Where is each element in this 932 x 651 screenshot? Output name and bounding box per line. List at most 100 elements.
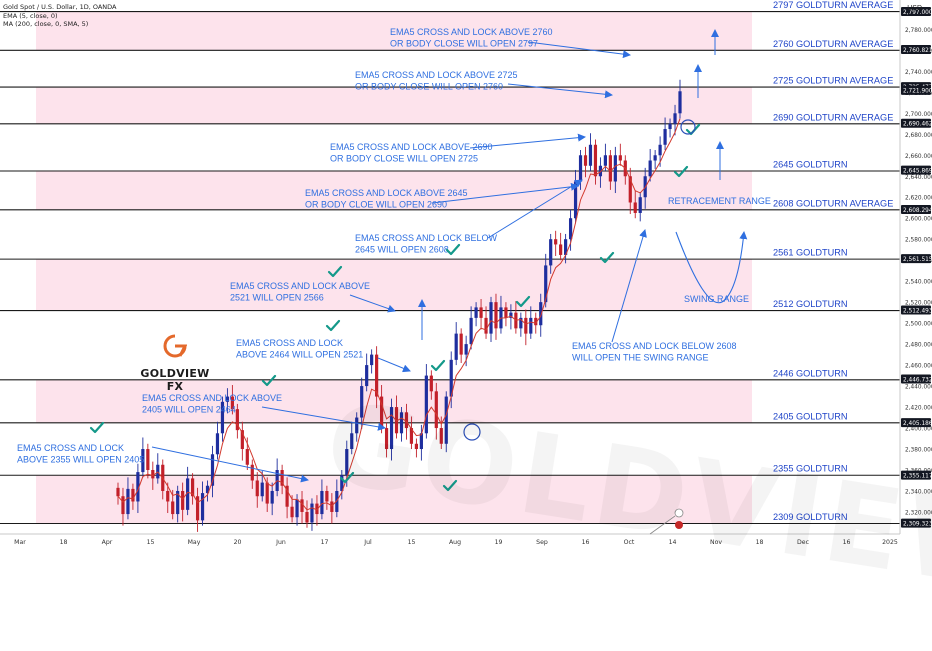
- candle-body: [439, 428, 443, 444]
- goldview-logo: GOLDVIEW FX: [140, 334, 210, 393]
- candle-body: [205, 485, 210, 494]
- candle-body: [509, 312, 513, 318]
- candle-body: [210, 454, 215, 486]
- price-tag: [901, 7, 931, 17]
- time-tick-label: 16: [843, 539, 851, 546]
- goldturn-band-2: [36, 171, 752, 210]
- candle-body: [225, 396, 230, 402]
- annotation-text: EMA5 CROSS AND LOCK BELOW 2608: [572, 341, 737, 351]
- candle-body: [136, 472, 140, 502]
- time-tick-label: 19: [495, 539, 503, 546]
- price-tick-label: 2,340.000: [905, 489, 932, 495]
- candle-body: [638, 197, 642, 213]
- price-tick-label: 2,460.000: [905, 364, 932, 370]
- annotation-arrow: [151, 446, 309, 483]
- level-label-2405: 2405 GOLDTURN: [773, 411, 848, 421]
- annotation-text: ABOVE 2464 WILL OPEN 2521: [236, 350, 363, 360]
- annotation-text: EMA5 CROSS AND LOCK ABOVE 2760: [390, 27, 553, 37]
- annotation-text: EMA5 CROSS AND LOCK ABOVE: [230, 281, 370, 291]
- time-tick-label: 16: [582, 539, 590, 546]
- annotation-arrow: [527, 41, 631, 59]
- annotation-arrow: [469, 133, 586, 149]
- candle-body: [260, 482, 264, 497]
- candle-body: [489, 302, 493, 334]
- annotation-text: EMA5 CROSS AND LOCK ABOVE 2645: [305, 188, 468, 198]
- check-icon: [339, 471, 355, 484]
- price-tick-label: 2,700.000: [905, 112, 932, 118]
- time-tick-label: Apr: [102, 539, 113, 546]
- flag-icon: [675, 521, 683, 529]
- time-tick-label: 18: [60, 539, 68, 546]
- price-tag: [901, 305, 931, 315]
- price-tag: [901, 165, 931, 175]
- candle-body: [549, 239, 553, 266]
- candle-body: [484, 317, 488, 334]
- logo-text: GOLDVIEW FX: [140, 367, 210, 393]
- price-tag: [901, 254, 931, 264]
- candle-body: [325, 490, 329, 502]
- candle-body: [186, 478, 190, 510]
- annotation-text: EMA5 CROSS AND LOCK BELOW: [355, 233, 498, 243]
- check-icon: [599, 251, 615, 264]
- candle-body: [280, 470, 284, 486]
- check-icon: [442, 479, 458, 492]
- time-tick-label: 17: [321, 539, 329, 546]
- candle-body: [265, 482, 269, 504]
- candle-body: [305, 511, 309, 523]
- candle-body: [345, 449, 349, 476]
- logo-mark-icon: [163, 334, 188, 358]
- candle-body: [350, 433, 354, 450]
- annotation-arrow: [507, 83, 613, 99]
- level-label-2645: 2645 GOLDTURN: [773, 160, 848, 170]
- candle-body: [529, 317, 533, 334]
- price-tick-label: 2,420.000: [905, 406, 932, 412]
- candle-body: [116, 487, 120, 497]
- candle-body: [230, 396, 234, 410]
- level-label-2309: 2309 GOLDTURN: [773, 512, 848, 522]
- candle-body: [663, 129, 667, 145]
- candle-body: [494, 302, 498, 329]
- candle-body: [573, 181, 578, 219]
- time-tick-label: 20: [234, 539, 242, 546]
- ema-indicator-label: EMA (5, close, 0): [3, 11, 58, 20]
- chart-legend: Gold Spot / U.S. Dollar, 1D, OANDA EMA (…: [3, 3, 117, 29]
- candle-body: [141, 449, 145, 473]
- price-tick-label: 2,600.000: [905, 217, 932, 223]
- price-tag-label: 2,645.869: [903, 168, 932, 174]
- goldturn-band-1: [36, 87, 752, 124]
- price-tick-label: 2,440.000: [905, 385, 932, 391]
- price-tick-label: 2,740.000: [905, 70, 932, 76]
- annotation-text: RETRACEMENT RANGE: [668, 196, 771, 206]
- candle-body: [355, 417, 359, 434]
- annotation-text: 2405 WILL OPEN 2464: [142, 405, 236, 415]
- candle-body: [365, 365, 369, 387]
- price-tag-label: 2,309.323: [903, 521, 932, 527]
- time-tick-label: 14: [669, 539, 677, 546]
- annotation-text: EMA5 CROSS AND LOCK: [17, 443, 124, 453]
- annotation-arrow: [261, 406, 386, 431]
- candle-body: [658, 144, 662, 156]
- annotation-text: OR BODY CLOSE WILL OPEN 2725: [330, 154, 478, 164]
- candle-body: [250, 464, 254, 481]
- event-line: [649, 515, 676, 535]
- highlight-circle: [680, 119, 696, 135]
- price-tag: [901, 44, 931, 54]
- goldturn-band-0: [36, 11, 752, 51]
- candle-body: [564, 239, 568, 255]
- annotation-arrow: [611, 229, 647, 343]
- time-tick-label: Aug: [449, 539, 461, 546]
- price-tag-label: 2,512.493: [903, 308, 932, 314]
- price-tag: [901, 205, 931, 215]
- candle-body: [429, 375, 433, 392]
- candle-body: [593, 144, 598, 177]
- symbol-title: Gold Spot / U.S. Dollar, 1D, OANDA: [3, 3, 117, 11]
- check-icon: [325, 319, 341, 332]
- price-tag: [901, 85, 931, 95]
- candle-body: [121, 496, 125, 515]
- candle-body: [171, 501, 175, 515]
- candle-body: [191, 478, 195, 497]
- candle-body: [419, 433, 423, 450]
- price-tag-label: 2,797.000: [903, 10, 932, 16]
- candle-body: [315, 503, 319, 515]
- level-label-2446: 2446 GOLDTURN: [773, 368, 848, 378]
